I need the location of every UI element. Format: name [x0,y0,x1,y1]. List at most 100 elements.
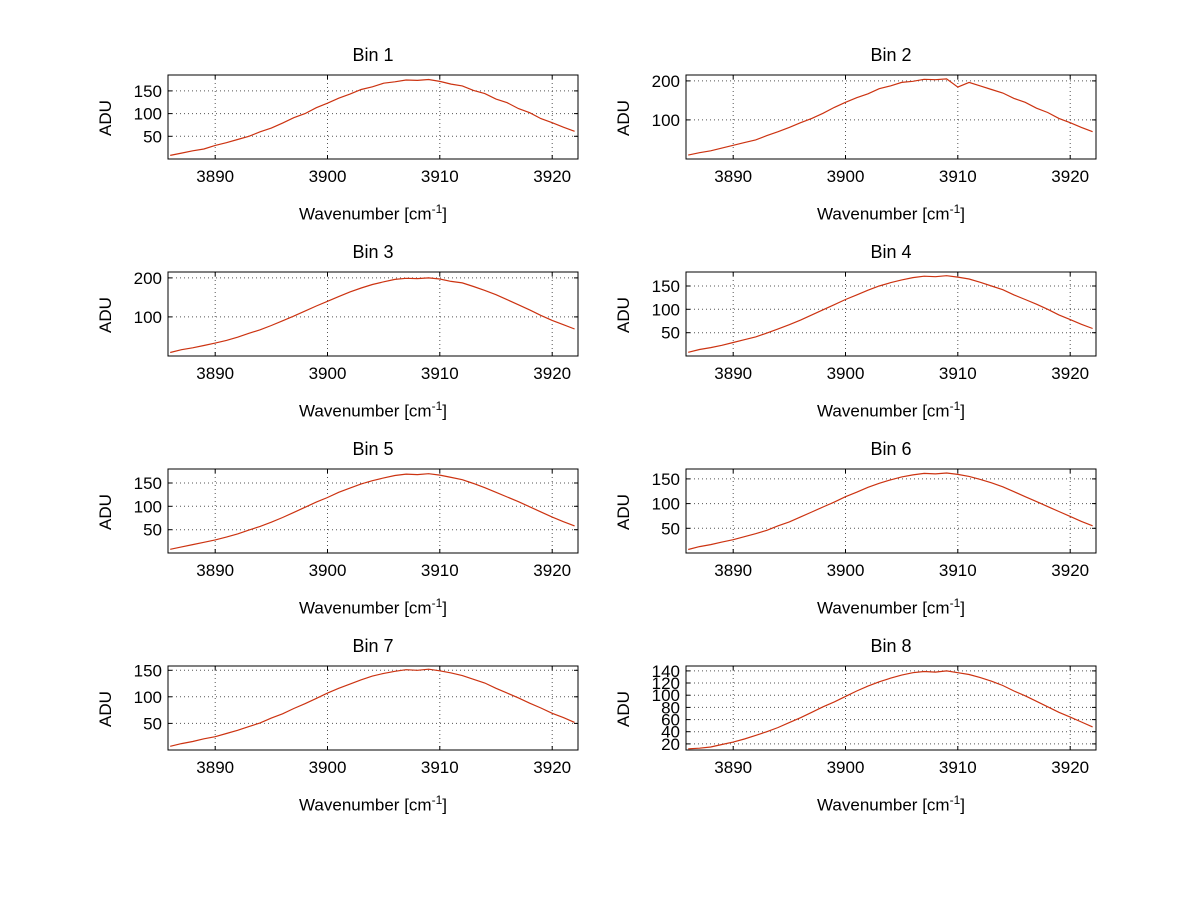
y-tick-label: 40 [661,723,680,742]
x-tick-label: 3890 [196,561,234,580]
plot-title: Bin 5 [352,439,394,459]
y-tick-label: 50 [143,521,162,540]
plot-title: Bin 8 [870,636,912,656]
y-tick-label: 80 [661,698,680,717]
y-tick-label: 20 [661,735,680,754]
plot-area-bin-7: 3890 3900 3910 3920 50 100 150 [134,661,579,777]
x-axis-label: Wavenumber [cm-1] [299,596,447,618]
y-tick-label: 150 [134,474,162,493]
x-tick-label: 3900 [827,561,865,580]
y-tick-label: 150 [134,661,162,680]
axes-box [685,665,1097,751]
axes-box [167,665,579,751]
axes-box [167,74,579,160]
plot-area-bin-3: 3890 3900 3910 3920 100 200 [134,269,579,383]
x-tick-label: 3900 [309,758,347,777]
x-tick-label: 3900 [827,758,865,777]
y-axis-label: ADU [96,691,115,727]
plot-area-bin-4: 3890 3900 3910 3920 50 100 150 [652,271,1097,383]
plot-title: Bin 1 [352,45,394,65]
x-axis-label: Wavenumber [cm-1] [299,399,447,421]
x-tick-label: 3920 [533,561,571,580]
y-tick-label: 100 [134,688,162,707]
x-axis-label: Wavenumber [cm-1] [817,793,965,815]
x-tick-label: 3890 [196,758,234,777]
x-axis-label: Wavenumber [cm-1] [817,202,965,224]
subplot-grid: Bin 1 ADU 3890 3900 3910 3920 50 100 150 Waven… [94,40,1106,815]
y-tick-label: 50 [143,714,162,733]
x-tick-label: 3890 [714,561,752,580]
y-tick-label: 200 [134,269,162,288]
x-tick-label: 3910 [939,364,977,383]
plot-area-bin-2: 3890 3900 3910 3920 100 200 [652,72,1097,186]
y-axis-label: ADU [96,100,115,136]
subplot-bin-7: Bin 7 ADU 3890 3900 3910 3920 50 100 150 Waven… [94,631,588,815]
y-tick-label: 140 [652,662,680,681]
y-tick-label: 150 [134,82,162,101]
x-axis-label: Wavenumber [cm-1] [817,596,965,618]
y-axis-label: ADU [614,494,633,530]
x-tick-label: 3900 [309,167,347,186]
plot-title: Bin 3 [352,242,394,262]
plot-area-bin-1: 3890 3900 3910 3920 50 100 150 [134,74,579,186]
spectrum-line [688,472,1093,551]
x-tick-label: 3890 [714,364,752,383]
y-tick-label: 100 [652,111,680,130]
y-tick-label: 50 [143,127,162,146]
spectrum-line [170,473,575,550]
plot-area-bin-6: 3890 3900 3910 3920 50 100 150 [652,468,1097,580]
x-tick-label: 3920 [533,167,571,186]
axes-box [167,271,579,357]
y-tick-label: 150 [652,277,680,296]
y-tick-label: 100 [134,105,162,124]
x-tick-label: 3920 [1051,364,1089,383]
x-tick-label: 3890 [714,758,752,777]
x-tick-label: 3910 [939,561,977,580]
subplot-bin-8: Bin 8 ADU 3890 3900 3910 3920 20 40 60 80 100 120… [612,631,1106,815]
y-tick-label: 100 [652,686,680,705]
x-tick-label: 3890 [714,167,752,186]
plot-title: Bin 6 [870,439,912,459]
subplot-bin-6: Bin 6 ADU 3890 3900 3910 3920 50 100 150 Waven… [612,434,1106,618]
axes-box [685,74,1097,160]
axes-box [685,468,1097,554]
y-tick-label: 100 [134,497,162,516]
subplot-bin-1: Bin 1 ADU 3890 3900 3910 3920 50 100 150 Waven… [94,40,588,224]
y-tick-label: 120 [652,674,680,693]
spectrum-line [688,670,1093,750]
x-tick-label: 3900 [827,364,865,383]
x-tick-label: 3910 [939,758,977,777]
x-tick-label: 3910 [421,561,459,580]
y-axis-label: ADU [96,297,115,333]
x-tick-label: 3910 [421,758,459,777]
x-tick-label: 3890 [196,167,234,186]
y-axis-label: ADU [614,100,633,136]
x-tick-label: 3920 [1051,758,1089,777]
plot-area-bin-5: 3890 3900 3910 3920 50 100 150 [134,468,579,580]
axes-box [167,468,579,554]
x-axis-label: Wavenumber [cm-1] [299,202,447,224]
x-tick-label: 3920 [1051,167,1089,186]
x-axis-label: Wavenumber [cm-1] [299,793,447,815]
y-tick-label: 60 [661,711,680,730]
x-tick-label: 3910 [421,364,459,383]
x-tick-label: 3920 [533,758,571,777]
y-axis-label: ADU [96,494,115,530]
subplot-bin-3: Bin 3 ADU 3890 3900 3910 3920 100 200 Wavenum… [94,237,588,421]
x-tick-label: 3890 [196,364,234,383]
subplot-bin-5: Bin 5 ADU 3890 3900 3910 3920 50 100 150 Waven… [94,434,588,618]
x-tick-label: 3900 [827,167,865,186]
y-axis-label: ADU [614,297,633,333]
plot-title: Bin 4 [870,242,912,262]
x-tick-label: 3910 [421,167,459,186]
x-tick-label: 3900 [309,561,347,580]
y-tick-label: 50 [661,324,680,343]
spectrum-line [170,668,575,747]
subplot-bin-4: Bin 4 ADU 3890 3900 3910 3920 50 100 150 Waven… [612,237,1106,421]
x-tick-label: 3910 [939,167,977,186]
spectrum-line [688,275,1093,353]
y-tick-label: 50 [661,519,680,538]
plot-title: Bin 2 [870,45,912,65]
y-tick-label: 100 [652,300,680,319]
